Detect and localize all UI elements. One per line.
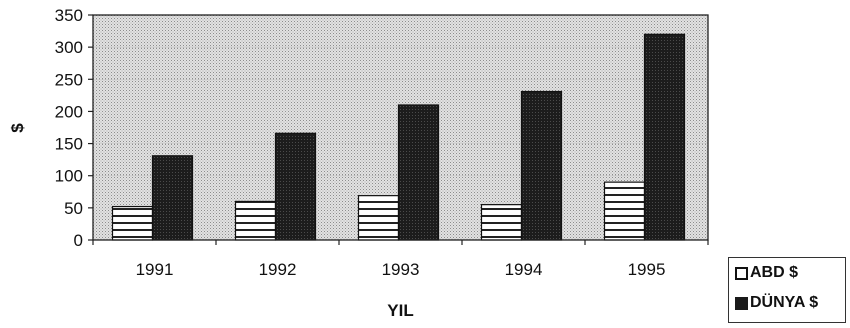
legend-item-dunya: DÜNYA $ [729,288,845,318]
y-tick-label: 200 [55,102,83,121]
bar-dunya [274,132,317,241]
plot-border [92,14,709,241]
y-tick-label: 350 [55,6,83,25]
bar-abd [480,204,523,241]
legend-label-dunya: DÜNYA $ [750,294,819,311]
bar-abd [603,181,646,241]
bar-dunya [151,155,194,241]
y-tick-label: 300 [55,38,83,57]
legend: ABD $ DÜNYA $ [728,257,846,323]
bars-group [111,33,686,241]
axes-group [88,14,709,245]
x-axis-title: YIL [387,301,413,320]
bar-abd [111,205,154,241]
x-tick-label: 1993 [382,260,420,279]
legend-item-abd: ABD $ [729,258,845,288]
legend-swatch-dunya [735,296,748,310]
y-axis-title: $ [8,123,27,133]
bar-dunya [397,104,440,241]
y-tick-label: 50 [64,199,83,218]
bar-dunya [643,33,686,241]
y-tick-label: 250 [55,70,83,89]
x-tick-label: 1991 [136,260,174,279]
x-tick-label: 1992 [259,260,297,279]
y-tick-labels: 0 50 100 150 200 250 300 350 [55,6,83,250]
x-tick-label: 1994 [505,260,543,279]
y-tick-label: 0 [74,231,83,250]
bar-abd [357,195,400,241]
x-tick-labels: 1991 1992 1993 1994 1995 [136,260,666,279]
bar-abd [234,200,277,241]
legend-label-abd: ABD $ [750,264,799,281]
y-tick-label: 100 [55,167,83,186]
bar-dunya [520,90,563,241]
y-tick-label: 150 [55,135,83,154]
x-tick-label: 1995 [628,260,666,279]
legend-swatch-abd [735,266,748,280]
